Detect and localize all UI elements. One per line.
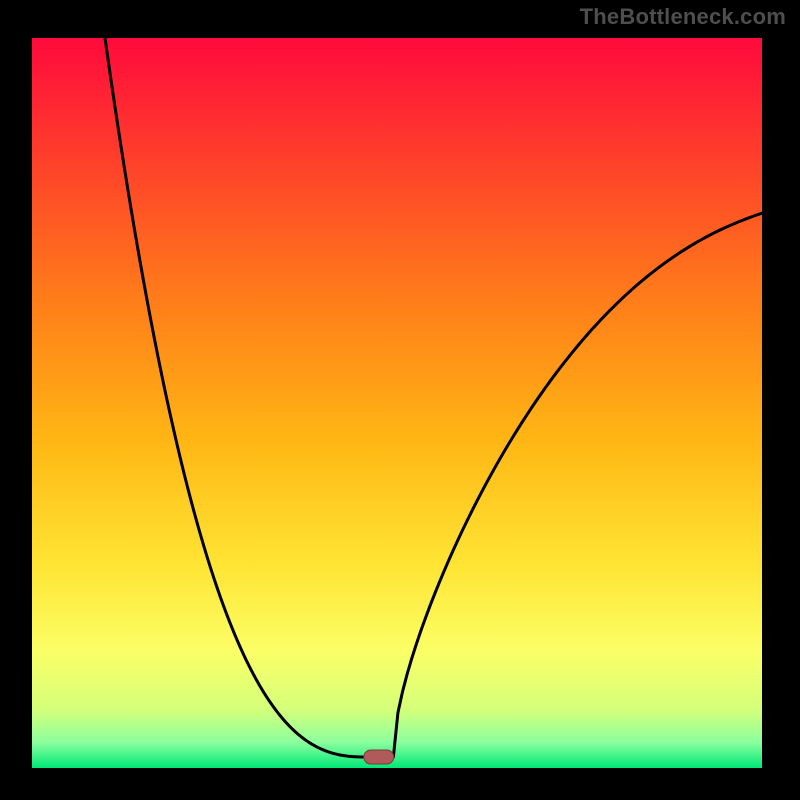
chart-stage: TheBottleneck.com [0, 0, 800, 800]
bottleneck-chart-svg [0, 0, 800, 800]
trough-marker [364, 750, 394, 764]
plot-area [32, 38, 762, 768]
